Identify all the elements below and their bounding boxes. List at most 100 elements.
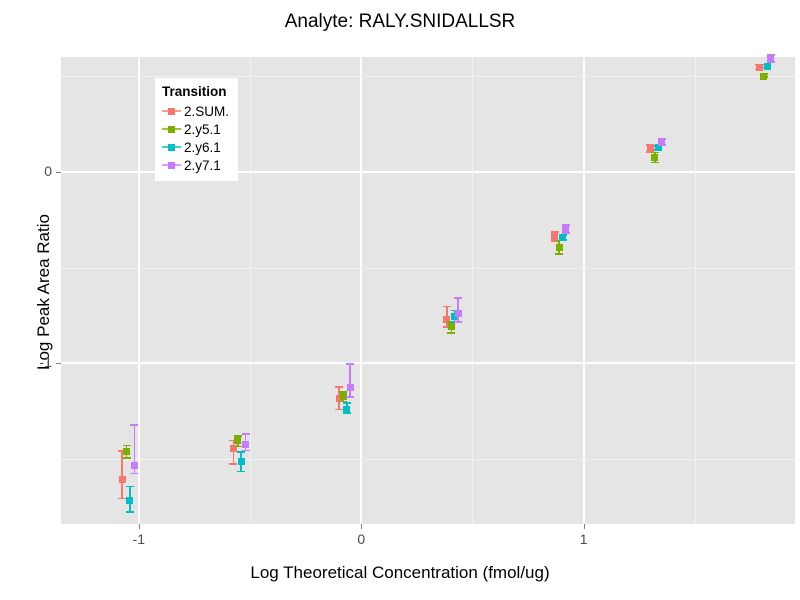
- legend-item-label: 2.SUM.: [184, 103, 230, 119]
- legend-items: 2.SUM. 2.y5.1 2.y6.1 2.y7.1: [162, 102, 229, 174]
- error-bar-cap-bottom: [130, 472, 139, 475]
- x-tick-label: 1: [579, 531, 588, 547]
- page-title: Analyte: RALY.SNIDALLSR: [284, 11, 516, 32]
- data-point: [551, 233, 559, 241]
- error-bar-cap-top: [561, 224, 570, 227]
- data-point: [755, 64, 763, 72]
- error-bar-cap-bottom: [342, 412, 351, 414]
- error-bar-cap-top: [233, 435, 242, 437]
- data-point: [343, 405, 351, 413]
- error-bar-cap-top: [130, 424, 139, 427]
- error-bar-cap-top: [118, 450, 127, 452]
- legend-item-2sum[interactable]: 2.SUM.: [162, 102, 229, 120]
- error-bar-cap-top: [346, 363, 355, 365]
- y-axis-title: Log Peak Area Ratio: [34, 214, 53, 370]
- gridline-major-x: [582, 57, 585, 524]
- data-point: [658, 138, 666, 146]
- error-bar-cap-bottom: [561, 232, 570, 235]
- error-bar-cap-top: [650, 151, 659, 154]
- legend-item-2y51[interactable]: 2.y5.1: [162, 120, 229, 138]
- data-point: [123, 447, 131, 455]
- data-point: [559, 234, 567, 242]
- error-bar-cap-bottom: [335, 408, 344, 411]
- error-bar-cap-top: [229, 439, 238, 442]
- error-bar-cap-top: [237, 451, 246, 453]
- error-bar-cap-top: [454, 297, 463, 299]
- gridline-minor-x: [472, 57, 474, 524]
- legend-item-label: 2.y5.1: [184, 121, 221, 137]
- x-tick-mark: [361, 524, 363, 529]
- error-bar-cap-top: [125, 485, 134, 488]
- error-bar: [118, 450, 127, 500]
- data-point: [346, 383, 354, 391]
- error-bar-cap-top: [335, 386, 344, 388]
- legend: Transition 2.SUM. 2.y5.1 2.y6.1 2.y7.1: [155, 78, 239, 181]
- error-bar-cap-bottom: [555, 253, 564, 256]
- y-tick-label: 0: [44, 162, 52, 179]
- data-point: [234, 437, 242, 445]
- error-bar-cap-top: [442, 305, 451, 308]
- data-point: [237, 458, 245, 466]
- data-point: [767, 55, 775, 63]
- data-point: [443, 315, 451, 323]
- error-bar-cap-bottom: [339, 400, 348, 403]
- error-bar: [346, 363, 355, 398]
- legend-item-label: 2.y6.1: [184, 139, 221, 155]
- error-bar-cap-bottom: [650, 161, 659, 164]
- legend-item-2y61[interactable]: 2.y6.1: [162, 138, 229, 156]
- gridline-major-x: [360, 57, 363, 524]
- error-bar-cap-bottom: [442, 326, 451, 328]
- data-point: [763, 63, 771, 71]
- legend-key-icon: [162, 103, 181, 120]
- x-axis-title: Log Theoretical Concentration (fmol/ug): [250, 563, 550, 582]
- error-bar-cap-bottom: [241, 449, 250, 452]
- error-bar-cap-bottom: [233, 445, 242, 448]
- x-tick-mark: [583, 524, 585, 529]
- data-point: [654, 144, 662, 152]
- data-point: [126, 496, 134, 504]
- data-point: [646, 145, 654, 153]
- gridline-minor-x: [250, 57, 252, 524]
- error-bar-cap-top: [122, 444, 131, 447]
- error-bar-cap-top: [241, 433, 250, 435]
- legend-key-icon: [162, 121, 181, 138]
- x-tick-mark: [138, 524, 140, 529]
- error-bar-cap-bottom: [125, 510, 134, 513]
- legend-item-2y71[interactable]: 2.y7.1: [162, 156, 229, 174]
- error-bar: [130, 424, 139, 475]
- error-bar-cap-bottom: [550, 240, 559, 242]
- data-point: [229, 444, 237, 452]
- data-point: [118, 475, 126, 483]
- data-point: [454, 309, 462, 317]
- legend-title: Transition: [162, 84, 227, 99]
- gridline-minor-x: [694, 57, 696, 524]
- error-bar-cap-bottom: [454, 321, 463, 324]
- gridline-minor-y: [61, 76, 795, 78]
- data-point: [760, 72, 768, 80]
- error-bar-cap-bottom: [237, 470, 246, 473]
- legend-key-icon: [162, 139, 181, 156]
- data-point: [562, 225, 570, 233]
- error-bar-cap-top: [339, 390, 348, 393]
- data-point: [555, 243, 563, 251]
- y-tick-mark: [56, 171, 61, 173]
- error-bar-cap-bottom: [346, 396, 355, 398]
- gridline-minor-y: [61, 267, 795, 269]
- error-bar-cap-top: [646, 144, 655, 146]
- error-bar: [229, 439, 238, 465]
- y-tick-mark: [56, 363, 61, 365]
- gridline-minor-y: [61, 458, 795, 460]
- gridline-major-y: [61, 362, 795, 365]
- error-bar-cap-bottom: [229, 463, 238, 465]
- error-bar-cap-bottom: [447, 331, 456, 334]
- data-point: [242, 441, 250, 449]
- error-bar-cap-top: [342, 402, 351, 405]
- data-point: [130, 462, 138, 470]
- gridline-major-y: [61, 170, 795, 173]
- legend-key-icon: [162, 157, 181, 174]
- legend-item-label: 2.y7.1: [184, 157, 221, 173]
- x-tick-label: -1: [132, 531, 146, 547]
- error-bar-cap-top: [550, 231, 559, 233]
- x-tick-label: 0: [357, 531, 366, 547]
